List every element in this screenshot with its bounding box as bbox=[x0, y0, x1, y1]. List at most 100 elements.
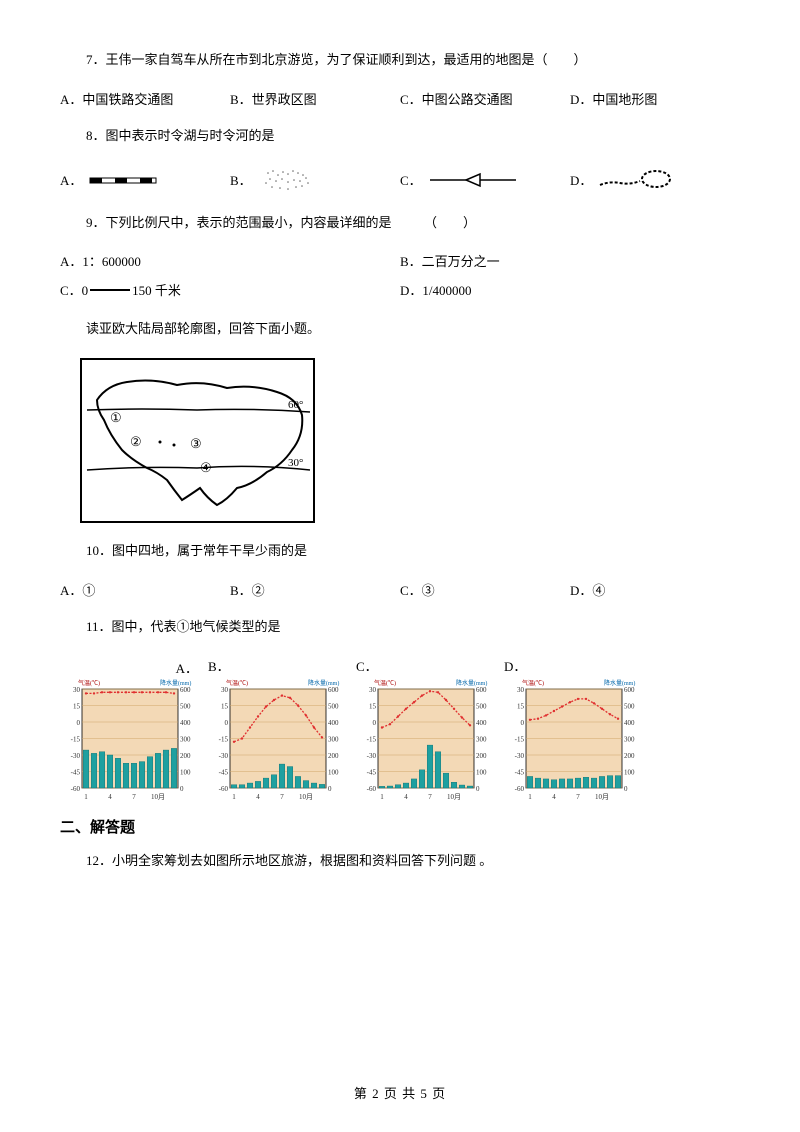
question-10-options: A．① B．② C．③ D．④ bbox=[60, 580, 740, 599]
svg-text:30: 30 bbox=[221, 686, 229, 694]
svg-text:0: 0 bbox=[373, 719, 377, 727]
svg-text:15: 15 bbox=[369, 702, 377, 710]
eurasia-outline-map: 60° 30° ① ② ③ ④ bbox=[80, 358, 315, 523]
svg-text:气温(℃): 气温(℃) bbox=[374, 679, 396, 687]
svg-text:600: 600 bbox=[624, 686, 635, 694]
svg-text:1: 1 bbox=[380, 793, 384, 801]
svg-text:0: 0 bbox=[521, 719, 525, 727]
svg-text:400: 400 bbox=[180, 719, 191, 727]
q11-label-a: A． bbox=[176, 658, 198, 677]
svg-text:100: 100 bbox=[624, 768, 635, 776]
q9-opt-a: A．1：600000 bbox=[60, 251, 400, 270]
svg-text:-45: -45 bbox=[515, 768, 525, 776]
q11-label-d: D． bbox=[504, 656, 526, 675]
q9-opt-b: B．二百万分之一 bbox=[400, 251, 740, 270]
lat30-label: 30° bbox=[288, 457, 303, 469]
svg-text:降水量(mm): 降水量(mm) bbox=[604, 679, 635, 687]
svg-text:-45: -45 bbox=[367, 768, 377, 776]
svg-text:100: 100 bbox=[328, 768, 339, 776]
question-9-text: 9．下列比例尺中，表示的范围最小，内容最详细的是 （ ） bbox=[60, 213, 740, 234]
svg-text:气温(℃): 气温(℃) bbox=[522, 679, 544, 687]
svg-text:400: 400 bbox=[328, 719, 339, 727]
map-marker-4: ④ bbox=[200, 460, 212, 475]
q9-c-pre: C．0 bbox=[60, 280, 88, 299]
svg-text:10月: 10月 bbox=[447, 793, 461, 801]
svg-text:0: 0 bbox=[328, 785, 332, 793]
svg-text:200: 200 bbox=[180, 752, 191, 760]
q8-label-a: A． bbox=[60, 170, 82, 189]
svg-text:300: 300 bbox=[180, 735, 191, 743]
svg-text:200: 200 bbox=[476, 752, 487, 760]
climate-chart-c: 30600155000400-15300-30200-45100-600气温(℃… bbox=[356, 677, 496, 802]
q8-opt-c: C． bbox=[400, 170, 570, 190]
q8-opt-d: D． bbox=[570, 167, 740, 193]
svg-text:400: 400 bbox=[476, 719, 487, 727]
q11-label-b: B． bbox=[208, 656, 230, 675]
q7-opt-c: C．中图公路交通图 bbox=[400, 89, 570, 108]
question-7-text: 7．王伟一家自驾车从所在市到北京游览，为了保证顺利到达，最适用的地图是（ ） bbox=[60, 50, 740, 71]
climate-chart-b: 30600155000400-15300-30200-45100-600气温(℃… bbox=[208, 677, 348, 802]
svg-text:200: 200 bbox=[328, 752, 339, 760]
page-footer: 第 2 页 共 5 页 bbox=[0, 1083, 800, 1102]
svg-text:10月: 10月 bbox=[595, 793, 609, 801]
q8-label-b: B． bbox=[230, 170, 252, 189]
climate-chart-a: 30600155000400-15300-30200-45100-600气温(℃… bbox=[60, 677, 200, 802]
q8-label-d: D． bbox=[570, 170, 592, 189]
map-marker-3: ③ bbox=[190, 436, 202, 451]
svg-text:600: 600 bbox=[476, 686, 487, 694]
svg-text:7: 7 bbox=[428, 793, 432, 801]
svg-text:-60: -60 bbox=[515, 785, 525, 793]
svg-text:降水量(mm): 降水量(mm) bbox=[308, 679, 339, 687]
svg-text:-30: -30 bbox=[71, 752, 81, 760]
q10-opt-d: D．④ bbox=[570, 580, 740, 599]
railroad-symbol-icon bbox=[88, 170, 158, 190]
svg-text:气温(℃): 气温(℃) bbox=[78, 679, 100, 687]
q8-opt-a: A． bbox=[60, 170, 230, 190]
svg-text:0: 0 bbox=[77, 719, 81, 727]
svg-text:-60: -60 bbox=[71, 785, 81, 793]
svg-text:7: 7 bbox=[280, 793, 284, 801]
svg-text:30: 30 bbox=[73, 686, 81, 694]
svg-text:30: 30 bbox=[369, 686, 377, 694]
svg-text:-60: -60 bbox=[367, 785, 377, 793]
map-marker-1: ① bbox=[110, 410, 122, 425]
svg-text:15: 15 bbox=[221, 702, 229, 710]
question-10-text: 10．图中四地，属于常年干旱少雨的是 bbox=[60, 541, 740, 562]
svg-text:1: 1 bbox=[528, 793, 532, 801]
question-11-text: 11．图中，代表①地气候类型的是 bbox=[60, 617, 740, 638]
svg-text:7: 7 bbox=[132, 793, 136, 801]
svg-text:降水量(mm): 降水量(mm) bbox=[456, 679, 487, 687]
svg-text:7: 7 bbox=[576, 793, 580, 801]
svg-text:4: 4 bbox=[108, 793, 112, 801]
svg-text:10月: 10月 bbox=[299, 793, 313, 801]
svg-text:-30: -30 bbox=[219, 752, 229, 760]
svg-text:0: 0 bbox=[476, 785, 480, 793]
svg-text:-15: -15 bbox=[71, 735, 81, 743]
passage-1-text: 读亚欧大陆局部轮廓图，回答下面小题。 bbox=[60, 319, 740, 340]
svg-text:0: 0 bbox=[624, 785, 628, 793]
svg-text:15: 15 bbox=[73, 702, 81, 710]
question-11-charts: A． 30600155000400-15300-30200-45100-600气… bbox=[60, 656, 740, 802]
climate-chart-d: 30600155000400-15300-30200-45100-600气温(℃… bbox=[504, 677, 644, 802]
svg-text:气温(℃): 气温(℃) bbox=[226, 679, 248, 687]
svg-text:降水量(mm): 降水量(mm) bbox=[160, 679, 191, 687]
svg-text:4: 4 bbox=[552, 793, 556, 801]
q9-c-post: 150 千米 bbox=[132, 280, 181, 299]
svg-text:600: 600 bbox=[328, 686, 339, 694]
svg-text:30: 30 bbox=[517, 686, 525, 694]
svg-text:400: 400 bbox=[624, 719, 635, 727]
q8-label-c: C． bbox=[400, 170, 422, 189]
svg-text:600: 600 bbox=[180, 686, 191, 694]
q10-opt-a: A．① bbox=[60, 580, 230, 599]
scale-bar-icon bbox=[90, 289, 130, 291]
svg-text:1: 1 bbox=[84, 793, 88, 801]
question-9-options: A．1：600000 B．二百万分之一 C．0 150 千米 D．1/40000… bbox=[60, 251, 740, 309]
question-12-text: 12．小明全家筹划去如图所示地区旅游，根据图和资料回答下列问题 。 bbox=[60, 851, 740, 872]
svg-text:15: 15 bbox=[517, 702, 525, 710]
svg-text:4: 4 bbox=[256, 793, 260, 801]
question-8-text: 8．图中表示时令湖与时令河的是 bbox=[60, 126, 740, 147]
svg-text:-15: -15 bbox=[367, 735, 377, 743]
intermittent-river-lake-icon bbox=[598, 167, 678, 193]
svg-text:500: 500 bbox=[180, 702, 191, 710]
map-marker-2: ② bbox=[130, 434, 142, 449]
